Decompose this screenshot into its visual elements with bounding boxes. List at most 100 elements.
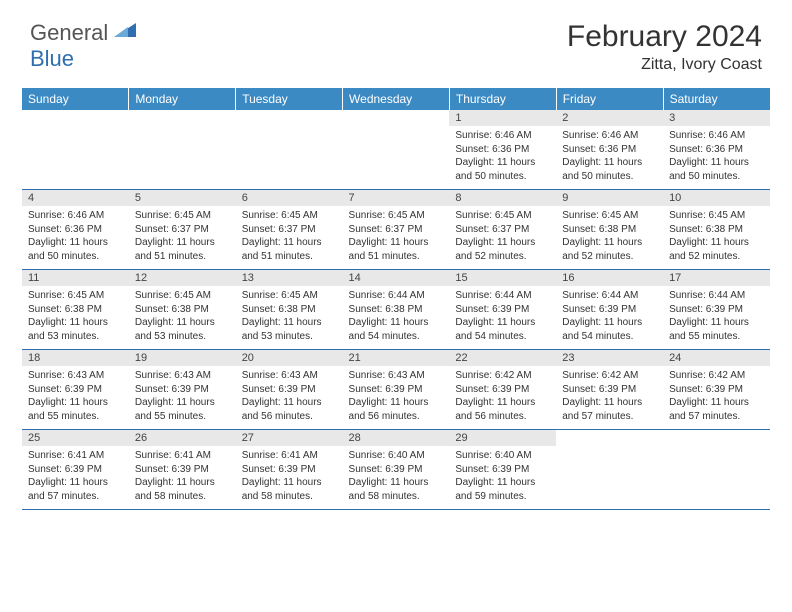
day-details: Sunrise: 6:45 AMSunset: 6:37 PMDaylight:… [129, 206, 236, 269]
day-details: Sunrise: 6:43 AMSunset: 6:39 PMDaylight:… [22, 366, 129, 429]
sunrise-line: Sunrise: 6:40 AM [455, 449, 550, 463]
daylight-line: Daylight: 11 hours and 58 minutes. [135, 476, 230, 503]
day-details: Sunrise: 6:40 AMSunset: 6:39 PMDaylight:… [449, 446, 556, 509]
calendar-week-row: 1Sunrise: 6:46 AMSunset: 6:36 PMDaylight… [22, 110, 770, 190]
day-number: 24 [663, 350, 770, 366]
calendar-day-cell: 29Sunrise: 6:40 AMSunset: 6:39 PMDayligh… [449, 430, 556, 510]
weekday-header: Monday [129, 88, 236, 110]
daylight-line: Daylight: 11 hours and 54 minutes. [455, 316, 550, 343]
daylight-line: Daylight: 11 hours and 56 minutes. [349, 396, 444, 423]
day-number: 20 [236, 350, 343, 366]
calendar-week-row: 25Sunrise: 6:41 AMSunset: 6:39 PMDayligh… [22, 430, 770, 510]
header: General February 2024 Zitta, Ivory Coast [0, 0, 792, 82]
day-details [22, 126, 129, 182]
calendar-empty-cell [343, 110, 450, 190]
sunset-line: Sunset: 6:39 PM [135, 463, 230, 477]
calendar-day-cell: 4Sunrise: 6:46 AMSunset: 6:36 PMDaylight… [22, 190, 129, 270]
day-number: 2 [556, 110, 663, 126]
day-number: 17 [663, 270, 770, 286]
sunrise-line: Sunrise: 6:43 AM [135, 369, 230, 383]
sunset-line: Sunset: 6:37 PM [349, 223, 444, 237]
daylight-line: Daylight: 11 hours and 53 minutes. [28, 316, 123, 343]
day-details: Sunrise: 6:46 AMSunset: 6:36 PMDaylight:… [663, 126, 770, 189]
day-number: 6 [236, 190, 343, 206]
day-number [22, 110, 129, 126]
sunrise-line: Sunrise: 6:45 AM [669, 209, 764, 223]
weekday-header: Sunday [22, 88, 129, 110]
sunset-line: Sunset: 6:38 PM [28, 303, 123, 317]
sunrise-line: Sunrise: 6:44 AM [562, 289, 657, 303]
daylight-line: Daylight: 11 hours and 55 minutes. [135, 396, 230, 423]
sunset-line: Sunset: 6:38 PM [135, 303, 230, 317]
calendar-day-cell: 21Sunrise: 6:43 AMSunset: 6:39 PMDayligh… [343, 350, 450, 430]
daylight-line: Daylight: 11 hours and 59 minutes. [455, 476, 550, 503]
day-details: Sunrise: 6:42 AMSunset: 6:39 PMDaylight:… [556, 366, 663, 429]
day-details: Sunrise: 6:45 AMSunset: 6:38 PMDaylight:… [129, 286, 236, 349]
sunset-line: Sunset: 6:37 PM [242, 223, 337, 237]
day-number: 29 [449, 430, 556, 446]
day-number [556, 430, 663, 446]
day-number: 16 [556, 270, 663, 286]
calendar-day-cell: 19Sunrise: 6:43 AMSunset: 6:39 PMDayligh… [129, 350, 236, 430]
sunset-line: Sunset: 6:39 PM [455, 383, 550, 397]
calendar-day-cell: 16Sunrise: 6:44 AMSunset: 6:39 PMDayligh… [556, 270, 663, 350]
calendar-day-cell: 18Sunrise: 6:43 AMSunset: 6:39 PMDayligh… [22, 350, 129, 430]
calendar-empty-cell [129, 110, 236, 190]
daylight-line: Daylight: 11 hours and 50 minutes. [28, 236, 123, 263]
day-details: Sunrise: 6:46 AMSunset: 6:36 PMDaylight:… [556, 126, 663, 189]
sunset-line: Sunset: 6:39 PM [455, 463, 550, 477]
calendar-empty-cell [22, 110, 129, 190]
calendar-day-cell: 1Sunrise: 6:46 AMSunset: 6:36 PMDaylight… [449, 110, 556, 190]
day-details: Sunrise: 6:45 AMSunset: 6:38 PMDaylight:… [663, 206, 770, 269]
sunset-line: Sunset: 6:39 PM [562, 303, 657, 317]
daylight-line: Daylight: 11 hours and 57 minutes. [28, 476, 123, 503]
sunset-line: Sunset: 6:39 PM [242, 463, 337, 477]
daylight-line: Daylight: 11 hours and 51 minutes. [349, 236, 444, 263]
day-details: Sunrise: 6:41 AMSunset: 6:39 PMDaylight:… [129, 446, 236, 509]
weekday-header: Friday [556, 88, 663, 110]
daylight-line: Daylight: 11 hours and 51 minutes. [242, 236, 337, 263]
day-number: 26 [129, 430, 236, 446]
weekday-header: Tuesday [236, 88, 343, 110]
day-details: Sunrise: 6:41 AMSunset: 6:39 PMDaylight:… [236, 446, 343, 509]
calendar-day-cell: 6 Sunrise: 6:45 AMSunset: 6:37 PMDaylight… [236, 190, 343, 270]
sunset-line: Sunset: 6:39 PM [349, 463, 444, 477]
day-number: 14 [343, 270, 450, 286]
sunrise-line: Sunrise: 6:45 AM [135, 289, 230, 303]
day-details: Sunrise: 6:45 AMSunset: 6:37 PMDaylight:… [449, 206, 556, 269]
calendar-day-cell: 17Sunrise: 6:44 AMSunset: 6:39 PMDayligh… [663, 270, 770, 350]
daylight-line: Daylight: 11 hours and 56 minutes. [455, 396, 550, 423]
day-details: Sunrise: 6:44 AMSunset: 6:39 PMDaylight:… [556, 286, 663, 349]
day-number: 28 [343, 430, 450, 446]
sunset-line: Sunset: 6:39 PM [28, 463, 123, 477]
day-details: Sunrise: 6:43 AMSunset: 6:39 PMDaylight:… [129, 366, 236, 429]
calendar-day-cell: 2Sunrise: 6:46 AMSunset: 6:36 PMDaylight… [556, 110, 663, 190]
brand-logo: General [30, 20, 138, 46]
sunset-line: Sunset: 6:38 PM [349, 303, 444, 317]
calendar-day-cell: 23Sunrise: 6:42 AMSunset: 6:39 PMDayligh… [556, 350, 663, 430]
weekday-header: Wednesday [343, 88, 450, 110]
day-details [663, 446, 770, 502]
daylight-line: Daylight: 11 hours and 50 minutes. [562, 156, 657, 183]
sunrise-line: Sunrise: 6:45 AM [455, 209, 550, 223]
day-details [343, 126, 450, 182]
day-details: Sunrise: 6:46 AMSunset: 6:36 PMDaylight:… [22, 206, 129, 269]
sunrise-line: Sunrise: 6:42 AM [562, 369, 657, 383]
sunrise-line: Sunrise: 6:41 AM [135, 449, 230, 463]
sunrise-line: Sunrise: 6:46 AM [455, 129, 550, 143]
calendar-empty-cell [556, 430, 663, 510]
day-details: Sunrise: 6:42 AMSunset: 6:39 PMDaylight:… [663, 366, 770, 429]
daylight-line: Daylight: 11 hours and 57 minutes. [562, 396, 657, 423]
calendar-day-cell: 12Sunrise: 6:45 AMSunset: 6:38 PMDayligh… [129, 270, 236, 350]
calendar-day-cell: 11Sunrise: 6:45 AMSunset: 6:38 PMDayligh… [22, 270, 129, 350]
month-title: February 2024 [567, 20, 762, 54]
day-number: 10 [663, 190, 770, 206]
sunrise-line: Sunrise: 6:46 AM [28, 209, 123, 223]
calendar-day-cell: 24Sunrise: 6:42 AMSunset: 6:39 PMDayligh… [663, 350, 770, 430]
day-number [129, 110, 236, 126]
day-number: 7 [343, 190, 450, 206]
sunrise-line: Sunrise: 6:45 AM [242, 209, 337, 223]
sunrise-line: Sunrise: 6:43 AM [242, 369, 337, 383]
weekday-header: Saturday [663, 88, 770, 110]
sunrise-line: Sunrise: 6:41 AM [28, 449, 123, 463]
